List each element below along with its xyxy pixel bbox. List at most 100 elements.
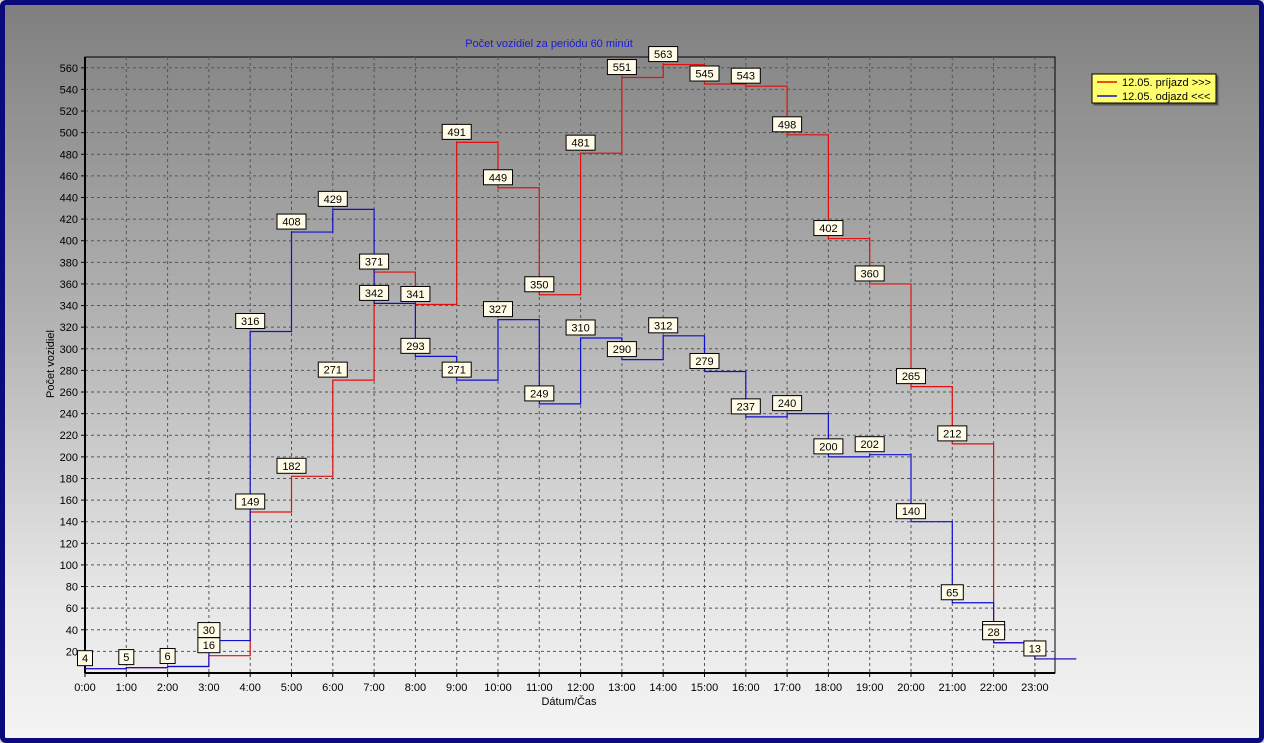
data-label-box bbox=[483, 169, 513, 186]
y-tick-label: 40 bbox=[66, 625, 78, 637]
y-tick-label: 260 bbox=[60, 387, 78, 399]
data-label: 140 bbox=[902, 506, 920, 518]
data-label-box bbox=[118, 649, 135, 666]
x-tick-label: 5:00 bbox=[281, 682, 302, 694]
data-label-box bbox=[813, 220, 844, 237]
data-label: 149 bbox=[241, 496, 259, 508]
data-label-box bbox=[813, 438, 844, 455]
data-label: 271 bbox=[324, 365, 342, 377]
x-tick-label: 8:00 bbox=[405, 682, 426, 694]
legend-entry-departures: 12.05. odjazd <<< bbox=[1122, 91, 1210, 103]
data-label-box bbox=[648, 46, 679, 63]
x-tick-label: 13:00 bbox=[608, 682, 636, 694]
y-tick-label: 60 bbox=[66, 603, 78, 615]
data-label-box bbox=[359, 284, 390, 301]
y-tick-label: 120 bbox=[60, 538, 78, 550]
series-line-1 bbox=[85, 208, 1077, 670]
y-tick-label: 280 bbox=[60, 365, 78, 377]
data-label: 498 bbox=[778, 119, 796, 131]
legend: 12.05. príjazd >>> 12.05. odjazd <<< bbox=[1091, 73, 1217, 104]
data-label: 279 bbox=[695, 356, 713, 368]
data-label-box bbox=[276, 457, 307, 474]
data-label: 13 bbox=[1029, 643, 1041, 655]
y-axis-title: Počet vozidiel bbox=[45, 330, 57, 398]
data-label-box bbox=[730, 67, 761, 84]
x-axis-title: Dátum/Čas bbox=[541, 695, 597, 708]
data-label-box bbox=[359, 253, 390, 270]
data-label: 212 bbox=[943, 428, 961, 440]
data-label: 6 bbox=[165, 651, 171, 663]
y-tick-label: 160 bbox=[60, 495, 78, 507]
x-tick-label: 23:00 bbox=[1021, 682, 1049, 694]
y-tick-label: 240 bbox=[60, 409, 78, 421]
data-label-box bbox=[441, 361, 472, 378]
data-label: 371 bbox=[365, 257, 383, 269]
data-label: 4 bbox=[82, 653, 88, 665]
x-tick-label: 17:00 bbox=[773, 682, 801, 694]
x-tick-label: 11:00 bbox=[526, 682, 553, 694]
data-label-box bbox=[565, 319, 596, 336]
x-tick-label: 18:00 bbox=[815, 682, 843, 694]
legend-entry-arrivals: 12.05. príjazd >>> bbox=[1122, 77, 1211, 89]
data-label-box bbox=[940, 584, 964, 601]
axes: 20 40 60 80 100 120 140 160 180 200 220 240 260 280 30… bbox=[60, 57, 1055, 694]
data-label-box bbox=[1023, 640, 1047, 657]
data-label: 30 bbox=[203, 625, 215, 637]
data-label: 449 bbox=[489, 172, 507, 184]
x-tick-label: 20:00 bbox=[897, 682, 925, 694]
x-tick-label: 9:00 bbox=[446, 682, 467, 694]
x-tick-label: 10:00 bbox=[484, 682, 512, 694]
y-tick-label: 100 bbox=[60, 560, 78, 572]
x-tick-label: 4:00 bbox=[239, 682, 260, 694]
x-tick-label: 21:00 bbox=[939, 682, 967, 694]
x-tick-label: 16:00 bbox=[732, 682, 760, 694]
data-label-box bbox=[77, 650, 93, 667]
y-tick-label: 220 bbox=[60, 430, 78, 442]
data-label: 240 bbox=[778, 398, 796, 410]
data-label: 200 bbox=[819, 441, 837, 453]
x-tick-label: 2:00 bbox=[157, 682, 178, 694]
y-tick-label: 560 bbox=[60, 63, 78, 75]
data-label-box bbox=[606, 341, 637, 358]
x-tick-label: 7:00 bbox=[363, 682, 384, 694]
data-label-box bbox=[197, 637, 221, 654]
x-tick-label: 0:00 bbox=[74, 682, 95, 694]
data-label-box bbox=[896, 503, 926, 520]
data-label: 16 bbox=[203, 640, 215, 652]
x-tick-label: 19:00 bbox=[856, 682, 884, 694]
data-label: 202 bbox=[861, 439, 879, 451]
x-tick-label: 1:00 bbox=[116, 682, 137, 694]
x-tick-label: 6:00 bbox=[322, 682, 343, 694]
data-label: 408 bbox=[282, 217, 300, 229]
y-tick-label: 200 bbox=[60, 452, 78, 464]
chart-title: Počet vozidiel za periódu 60 minút bbox=[465, 38, 633, 50]
data-label: 481 bbox=[571, 138, 589, 150]
y-tick-label: 420 bbox=[60, 214, 78, 226]
y-tick-label: 180 bbox=[60, 473, 78, 485]
data-label-box bbox=[400, 285, 431, 302]
data-label-box bbox=[159, 648, 176, 665]
data-label: 5 bbox=[123, 652, 129, 664]
y-tick-label: 520 bbox=[60, 106, 78, 118]
data-label-box bbox=[982, 624, 1006, 641]
y-tick-label: 80 bbox=[66, 582, 78, 594]
y-tick-label: 300 bbox=[60, 344, 78, 356]
data-label: 491 bbox=[448, 127, 466, 139]
data-label: 402 bbox=[819, 223, 837, 235]
y-tick-label: 340 bbox=[60, 301, 78, 313]
data-label-box bbox=[606, 59, 637, 76]
x-tick-label: 3:00 bbox=[198, 682, 219, 694]
data-label: 237 bbox=[737, 401, 755, 413]
y-tick-label: 320 bbox=[60, 322, 78, 334]
data-label-box bbox=[400, 337, 431, 354]
data-label-box bbox=[689, 65, 720, 82]
data-labels: 4 5 6 30 16 316 149 408 182 429 271 371 342 341 293 491… bbox=[77, 46, 1047, 667]
y-tick-label: 440 bbox=[60, 192, 78, 204]
x-tick-label: 14:00 bbox=[649, 682, 677, 694]
y-tick-label: 380 bbox=[60, 257, 78, 269]
x-tick-label: 12:00 bbox=[567, 682, 595, 694]
data-label: 342 bbox=[365, 288, 383, 300]
data-label: 312 bbox=[654, 320, 672, 332]
data-label-box bbox=[730, 398, 761, 415]
